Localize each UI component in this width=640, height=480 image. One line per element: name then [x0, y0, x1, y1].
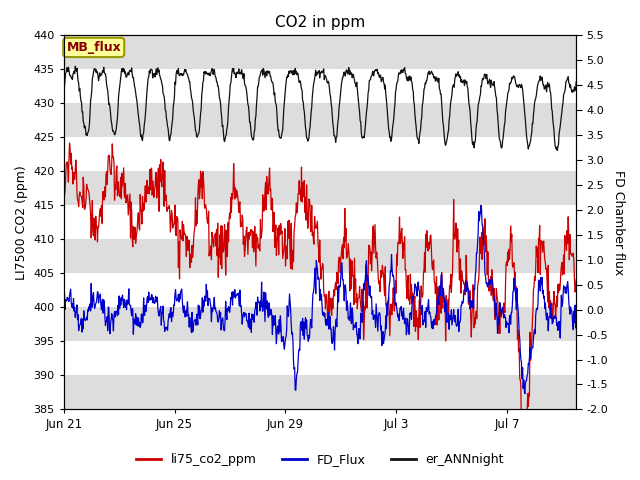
Bar: [64, 103, 576, 137]
Bar: [64, 307, 576, 341]
Bar: [64, 240, 576, 273]
Y-axis label: LI7500 CO2 (ppm): LI7500 CO2 (ppm): [15, 165, 28, 280]
Y-axis label: FD Chamber flux: FD Chamber flux: [612, 170, 625, 275]
Bar: [64, 171, 576, 205]
Title: CO2 in ppm: CO2 in ppm: [275, 15, 365, 30]
Text: MB_flux: MB_flux: [67, 41, 121, 54]
Bar: [64, 375, 576, 409]
Bar: [64, 36, 576, 69]
Legend: li75_co2_ppm, FD_Flux, er_ANNnight: li75_co2_ppm, FD_Flux, er_ANNnight: [131, 448, 509, 471]
